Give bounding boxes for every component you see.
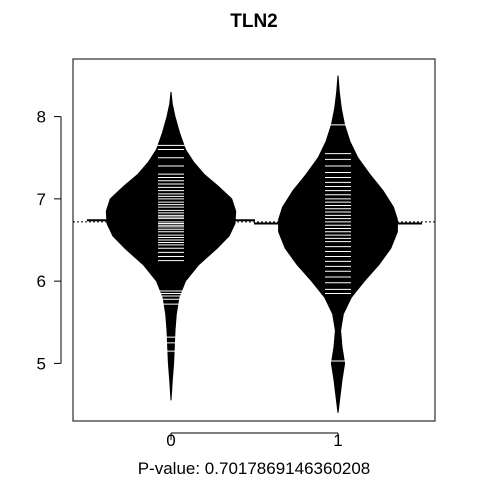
x-tick-label: 0 — [166, 431, 175, 450]
y-axis: 5 6 7 8 — [37, 108, 62, 373]
y-tick-label: 6 — [37, 272, 46, 291]
y-tick-label: 7 — [37, 190, 46, 209]
y-tick-label: 5 — [37, 354, 46, 373]
y-tick-label: 8 — [37, 108, 46, 127]
bean-0 — [87, 91, 255, 401]
bean-density-0 — [105, 91, 237, 401]
x-axis-label: P-value: 0.7017869146360208 — [138, 459, 371, 478]
chart-title: TLN2 — [230, 11, 278, 32]
bean-1 — [254, 75, 422, 413]
plot-frame — [72, 58, 436, 422]
x-tick-label: 1 — [333, 431, 342, 450]
bean-density-1 — [278, 75, 398, 413]
plot-area — [73, 75, 435, 413]
